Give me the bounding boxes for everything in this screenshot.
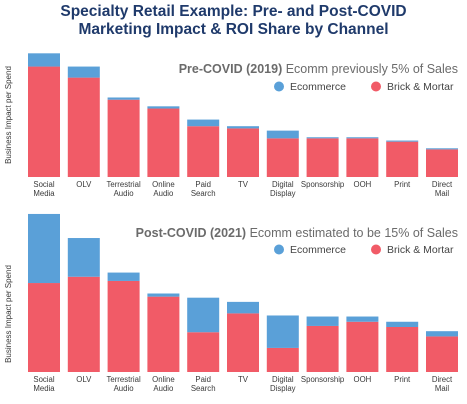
post-bar-ecommerce-digital-display [266,315,299,348]
pre-bar-ecommerce-terrestrial-audio [107,97,140,100]
post-x-tick-online-audio: Online Audio [152,375,175,393]
pre-legend-ecommerce-label: Ecommerce [290,81,346,93]
post-y-axis-label: Business Impact per Spend [4,265,13,363]
pre-x-tick-tv: TV [238,180,249,189]
post-x-tick-ooh: OOH [354,375,372,384]
post-bar-brick-ooh [346,321,379,372]
pre-bar-ecommerce-digital-display [266,130,299,139]
pre-x-tick-digital-display: Digital Display [270,180,296,198]
post-bar-ecommerce-social-media [28,213,60,284]
post-legend-brick-label: Brick & Mortar [387,244,454,256]
post-bar-ecommerce-online-audio [147,293,180,297]
pre-bar-brick-print [386,141,419,177]
pre-bar-brick-terrestrial-audio [107,99,140,177]
post-bar-brick-direct-mail [426,336,458,372]
pre-bar-ecommerce-social-media [28,53,60,67]
pre-bar-brick-tv [227,128,259,177]
post-x-tick-digital-display: Digital Display [270,375,296,393]
pre-bar-ecommerce-direct-mail [426,148,458,150]
pre-annotation: Pre-COVID (2019) Ecomm previously 5% of … [179,62,458,76]
pre-x-tick-olv: OLV [76,180,92,189]
pre-bar-ecommerce-ooh [346,137,379,139]
pre-x-tick-print: Print [394,180,411,189]
post-x-tick-paid-search: Paid Search [191,375,216,393]
post-x-tick-social-media: Social Media [33,375,55,393]
pre-bar-ecommerce-tv [227,126,259,129]
post-bar-brick-sponsorship [306,325,339,372]
post-bar-brick-olv [67,276,100,372]
post-x-tick-olv: OLV [76,375,92,384]
pre-x-tick-online-audio: Online Audio [152,180,175,198]
post-legend-ecommerce-label: Ecommerce [290,244,346,256]
pre-x-tick-terrestrial-audio: Terrestrial Audio [106,180,140,198]
pre-x-tick-paid-search: Paid Search [191,180,216,198]
pre-x-tick-direct-mail: Direct Mail [432,180,453,198]
post-bar-ecommerce-direct-mail [426,331,458,337]
post-bar-brick-terrestrial-audio [107,280,140,372]
pre-x-tick-ooh: OOH [354,180,372,189]
pre-bar-brick-sponsorship [306,138,339,177]
pre-bar-brick-online-audio [147,108,180,177]
post-x-tick-tv: TV [238,375,249,384]
post-bar-brick-paid-search [187,332,220,372]
pre-bar-ecommerce-paid-search [187,119,220,127]
post-bar-ecommerce-tv [227,301,259,314]
post-bar-ecommerce-print [386,321,419,327]
post-annotation: Post-COVID (2021) Ecomm estimated to be … [136,226,458,240]
pre-legend-brick-marker [371,81,381,92]
post-bar-ecommerce-olv [67,238,100,277]
pre-bar-ecommerce-olv [67,66,100,78]
pre-y-axis-label: Business Impact per Spend [4,66,13,164]
pre-legend-brick-label: Brick & Mortar [387,81,454,93]
post-bar-ecommerce-sponsorship [306,316,339,326]
post-x-tick-terrestrial-audio: Terrestrial Audio [106,375,140,393]
post-bar-brick-tv [227,313,259,372]
pre-bar-ecommerce-sponsorship [306,137,339,139]
pre-x-tick-sponsorship: Sponsorship [301,180,345,189]
pre-bar-brick-olv [67,77,100,177]
post-bar-ecommerce-paid-search [187,297,220,333]
post-bar-brick-digital-display [266,347,299,372]
chart-title-line-1: Specialty Retail Example: Pre- and Post-… [60,3,407,20]
pre-bar-brick-paid-search [187,126,220,177]
post-x-tick-sponsorship: Sponsorship [301,375,345,384]
post-x-tick-print: Print [394,375,411,384]
post-bar-ecommerce-terrestrial-audio [107,272,140,281]
post-bar-brick-online-audio [147,296,180,372]
post-bar-brick-social-media [28,283,60,372]
pre-bar-brick-ooh [346,138,379,177]
chart-title-line-2: Marketing Impact & ROI Share by Channel [78,21,389,38]
pre-bar-ecommerce-online-audio [147,106,180,109]
post-x-tick-direct-mail: Direct Mail [432,375,453,393]
post-legend-ecommerce-marker [274,244,284,255]
pre-x-tick-social-media: Social Media [33,180,55,198]
post-bar-ecommerce-ooh [346,316,379,322]
post-legend-brick-marker [371,244,381,255]
pre-bar-brick-digital-display [266,138,299,177]
pre-bar-ecommerce-print [386,140,419,142]
pre-legend-ecommerce-marker [274,81,284,92]
pre-bar-brick-direct-mail [426,149,458,177]
pre-bar-brick-social-media [28,66,60,177]
post-bar-brick-print [386,326,419,372]
